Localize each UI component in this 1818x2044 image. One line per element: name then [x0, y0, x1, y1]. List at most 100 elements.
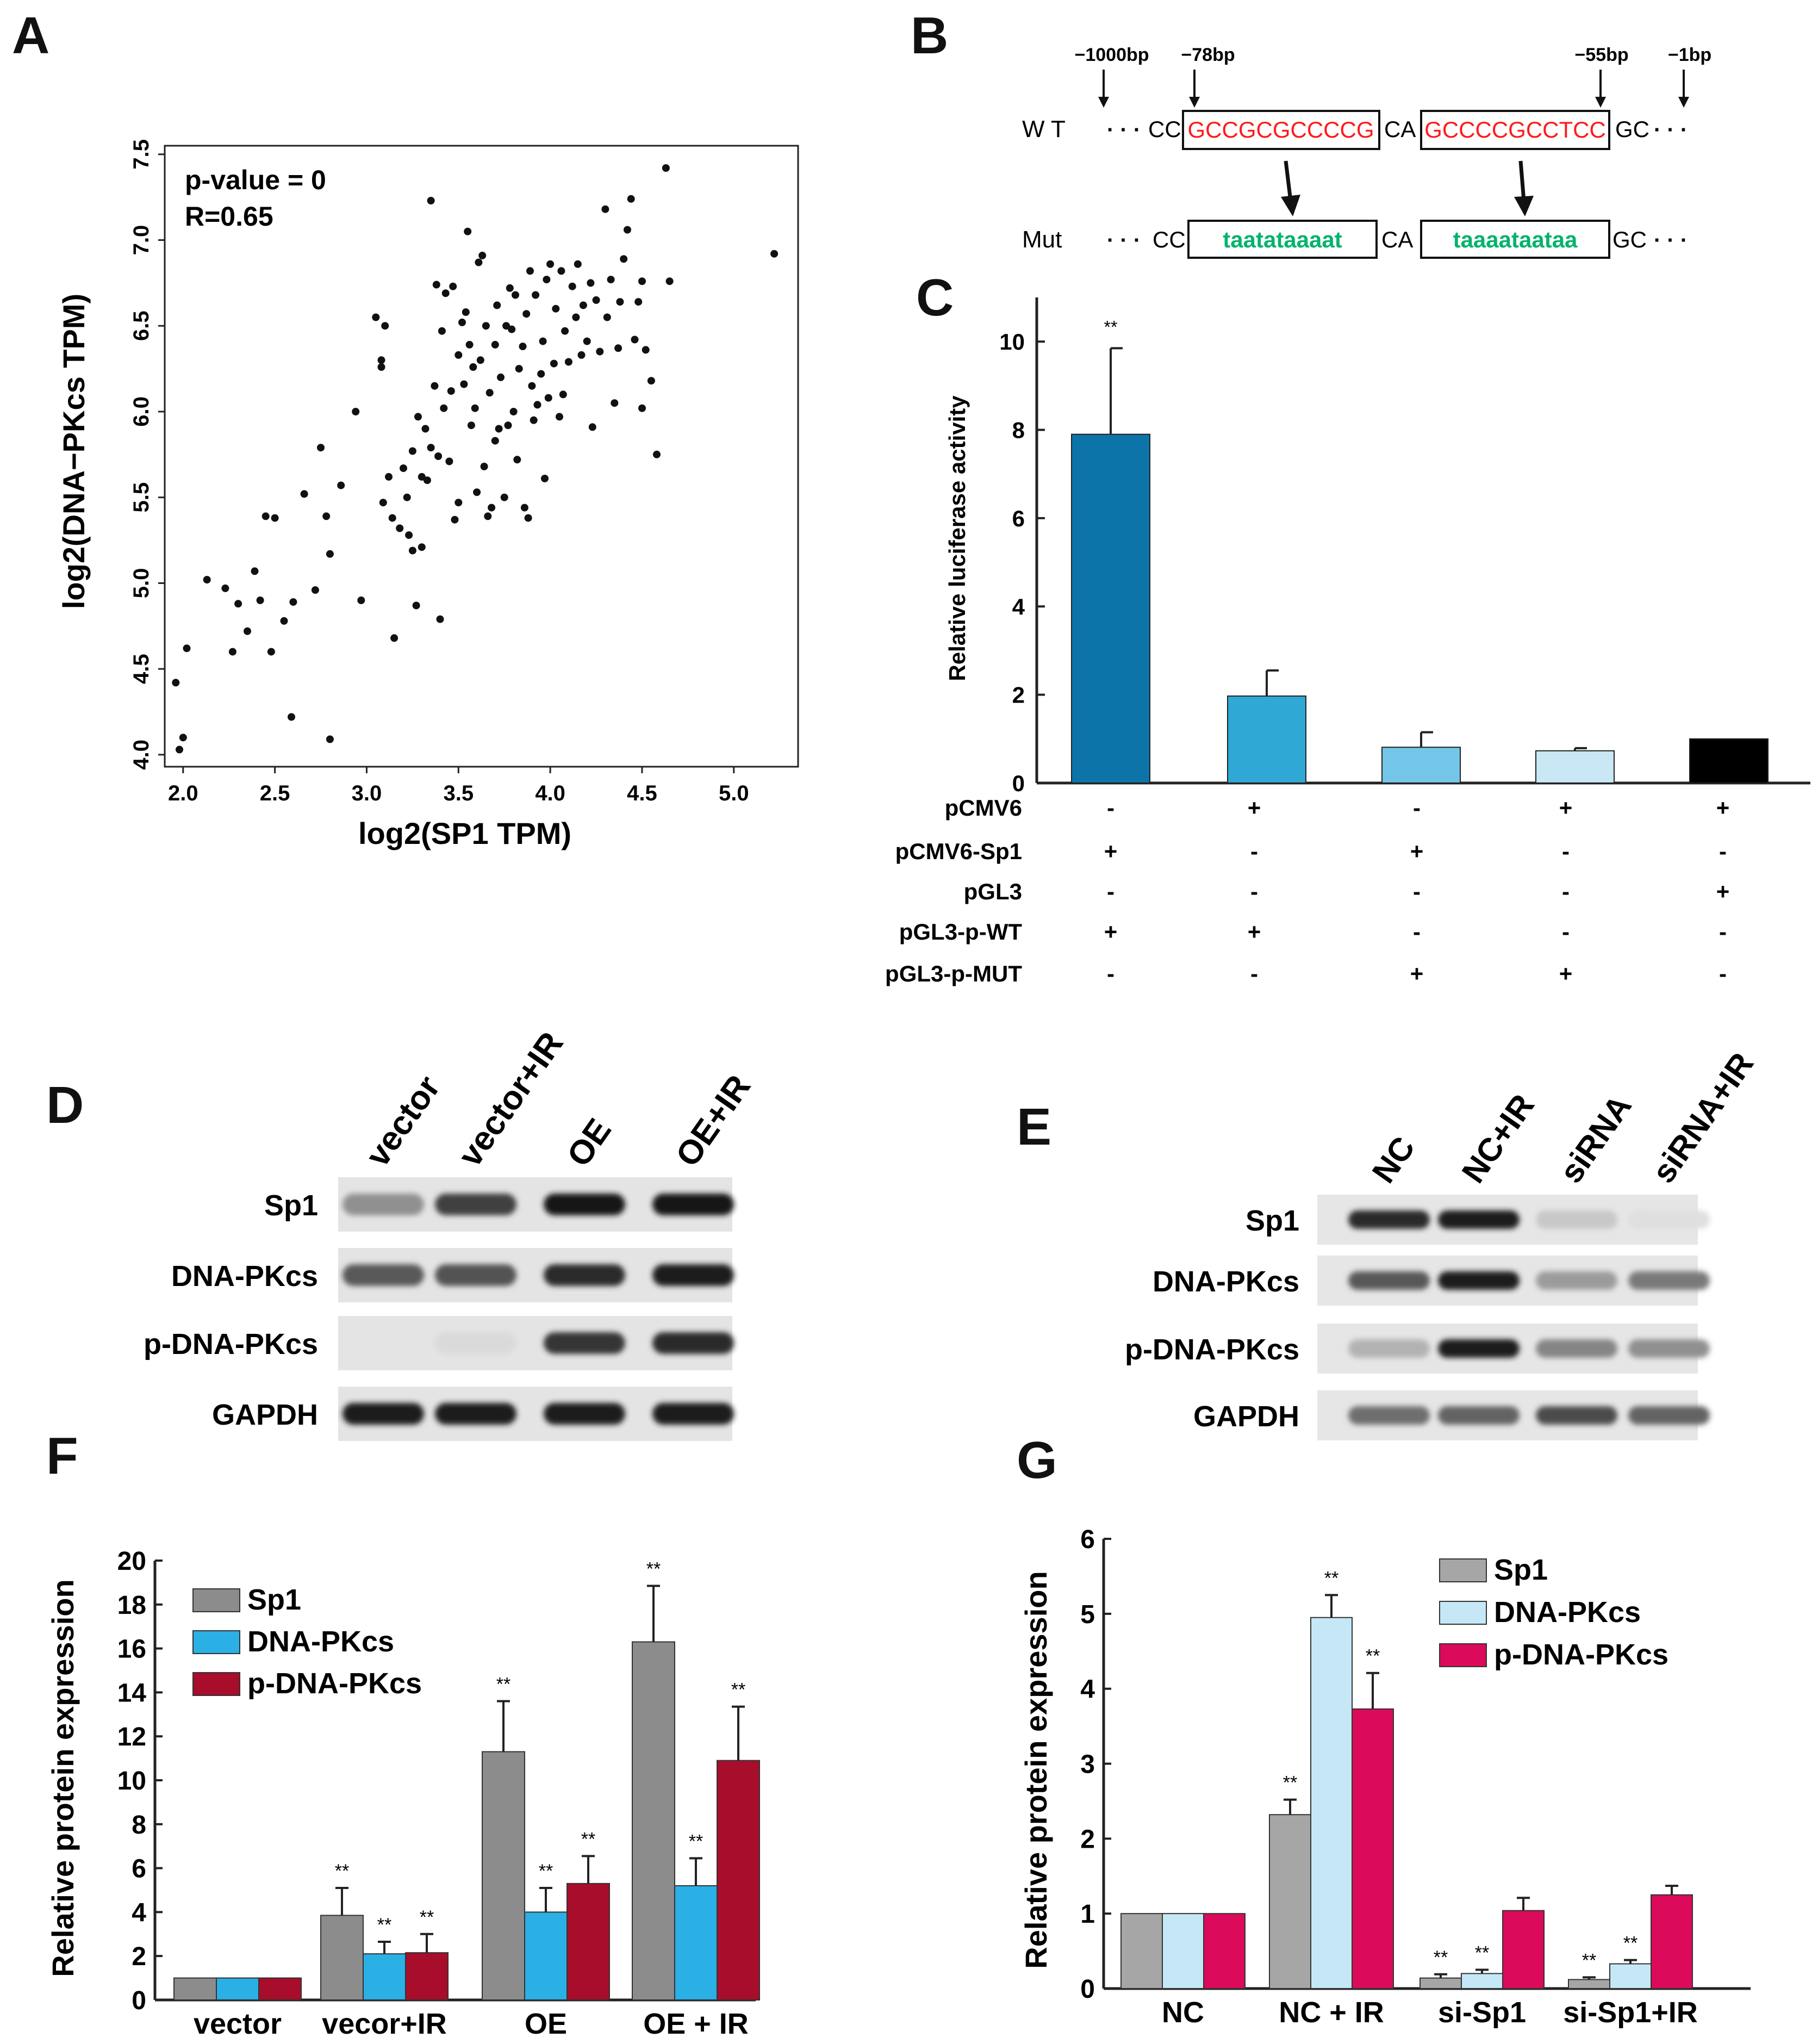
bar — [1461, 1973, 1503, 1990]
scatter-point — [418, 543, 426, 551]
scatter-point — [179, 734, 187, 742]
bar — [1203, 1913, 1246, 1990]
c-condition-table: pCMV6 - + - + + pCMV6-Sp1 + - + - - pGL3 - - - - + pGL3-p-… — [885, 795, 1729, 986]
c-row-mark: - — [1250, 879, 1258, 904]
mutation-arrows — [1281, 160, 1534, 216]
bar — [1162, 1913, 1204, 1990]
blot-row-label: p-DNA-PKcs — [1125, 1333, 1299, 1366]
scatter-x-tick-label: 4.0 — [535, 781, 565, 805]
blot-band — [652, 1194, 734, 1215]
significance-mark: ** — [1475, 1943, 1489, 1964]
scatter-point — [289, 598, 297, 606]
scatter-point — [611, 399, 619, 407]
scatter-point — [418, 473, 426, 481]
significance-mark: ** — [689, 1831, 703, 1852]
scatter-y-tick-label: 6.0 — [129, 396, 153, 427]
panel-label-d: D — [46, 1076, 84, 1134]
mut-gc: GC — [1612, 227, 1647, 252]
c-row-mark: + — [1716, 795, 1730, 821]
g-legend: Sp1 DNA-PKcs p-DNA-PKcs — [1439, 1554, 1668, 1671]
scatter-point — [414, 413, 422, 421]
scatter-point — [396, 524, 404, 532]
western-blot-e: NC NC+IR siRNA siRNA+IR Sp1 DNA-PKcs p-DNA-PK… — [1125, 1046, 1760, 1440]
c-y-label: Relative luciferase activity — [944, 395, 970, 681]
y-tick-label: 5 — [1080, 1600, 1095, 1629]
scatter-point — [436, 615, 444, 623]
scatter-point — [460, 380, 468, 388]
c-row-mark: + — [1104, 919, 1118, 945]
scatter-x-tick-label: 4.5 — [627, 781, 657, 805]
y-tick-label: 1 — [1080, 1900, 1095, 1929]
scatter-point — [601, 205, 609, 213]
scatter-point — [528, 382, 536, 390]
c-y-tick-label: 10 — [999, 329, 1025, 355]
scatter-point — [408, 447, 416, 455]
c-row-mark: - — [1413, 795, 1421, 821]
scatter-point — [372, 313, 380, 321]
scatter-x-tick-label: 2.0 — [168, 781, 198, 805]
blot-band — [544, 1194, 625, 1215]
scatter-point — [475, 258, 483, 266]
c-row-label: pGL3-p-MUT — [885, 961, 1022, 986]
significance-mark: ** — [1434, 1947, 1448, 1968]
c-row-mark: - — [1107, 961, 1115, 986]
scatter-point — [495, 425, 503, 433]
c-row-mark: + — [1716, 879, 1730, 904]
bar — [566, 1883, 610, 2000]
blot-band — [1348, 1406, 1430, 1425]
panel-label-f: F — [46, 1427, 78, 1485]
scatter-point — [552, 305, 560, 313]
c-significance: ** — [1104, 317, 1118, 337]
scatter-pvalue: p-value = 0 — [185, 165, 326, 195]
scatter-point — [544, 394, 552, 402]
f-x-ticks: vector vecor+IR OE OE + IR — [194, 2008, 749, 2040]
c-row-mark: + — [1248, 919, 1261, 945]
scatter-point — [471, 404, 479, 412]
legend-swatch — [1439, 1643, 1487, 1667]
blot-band — [652, 1264, 734, 1286]
blot-band — [1536, 1271, 1617, 1290]
wt-seq-1: GCCGCGCCCCG — [1188, 117, 1374, 142]
scatter-point — [262, 512, 270, 520]
y-tick-label: 12 — [117, 1723, 146, 1751]
c-row-mark: - — [1562, 879, 1570, 904]
bar — [320, 1915, 364, 2000]
scatter-x-tick-label: 5.0 — [719, 781, 749, 805]
scatter-point — [564, 358, 572, 366]
c-row-label: pCMV6 — [945, 795, 1022, 821]
blot-band — [435, 1403, 516, 1425]
scatter-point — [228, 648, 236, 656]
f-bars: ** ** ** ** ** ** ** ** ** — [173, 1558, 760, 2001]
c-row-mark: - — [1250, 838, 1258, 864]
c-bars: ** — [1071, 317, 1769, 784]
scatter-x-tick-label: 3.0 — [352, 781, 382, 805]
scatter-point — [427, 197, 435, 204]
blot-band — [1438, 1339, 1520, 1358]
bar — [1568, 1979, 1610, 1989]
legend-swatch — [1439, 1558, 1487, 1582]
wt-seq-2: GCCCCGCCTCC — [1424, 117, 1606, 142]
scatter-point — [607, 276, 615, 284]
blot-row-label: GAPDH — [212, 1399, 318, 1431]
significance-mark: ** — [1623, 1933, 1638, 1954]
scatter-point — [592, 296, 600, 304]
significance-mark: ** — [1366, 1646, 1380, 1667]
scatter-point — [256, 597, 264, 604]
significance-mark: ** — [496, 1674, 510, 1695]
significance-mark: ** — [581, 1829, 595, 1849]
c-bar — [1689, 738, 1769, 784]
significance-mark: ** — [1582, 1950, 1596, 1971]
scatter-point — [665, 277, 674, 285]
c-row-mark: + — [1410, 838, 1424, 864]
blot-row-label: Sp1 — [1246, 1204, 1299, 1237]
scatter-chart-a: 2.0 2.5 3.0 3.5 4.0 4.5 5.0 4.0 4.5 5.0 5.5 6.0 6.5… — [57, 139, 799, 850]
scatter-point — [502, 322, 510, 330]
significance-mark: ** — [539, 1861, 553, 1881]
blot-lane-label: NC+IR — [1455, 1088, 1541, 1189]
scatter-point — [631, 336, 639, 344]
scatter-point — [522, 310, 531, 318]
scatter-point — [458, 318, 466, 326]
y-tick-label: 10 — [117, 1767, 146, 1796]
